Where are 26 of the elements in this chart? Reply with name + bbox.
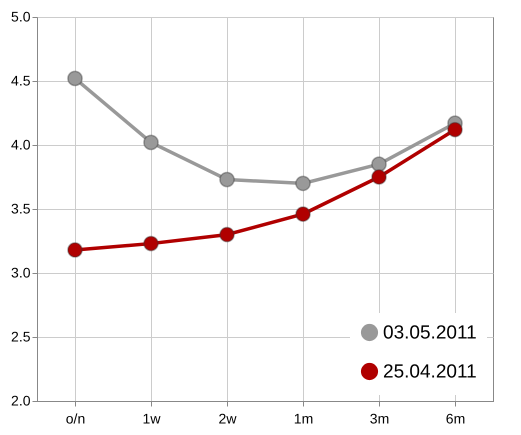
y-tick-label: 2.0	[11, 392, 31, 408]
y-tick-label: 3.5	[11, 200, 31, 216]
point	[143, 134, 159, 150]
point	[219, 172, 235, 188]
x-tick-label: 2w	[218, 410, 238, 426]
point	[67, 70, 83, 86]
y-tick-label: 2.5	[11, 328, 31, 344]
legend-label: 03.05.2011	[383, 322, 477, 344]
x-tick-label: 6m	[446, 410, 466, 426]
point	[219, 226, 235, 242]
point	[143, 236, 159, 252]
legend-label: 25.04.2011	[383, 362, 477, 382]
point	[447, 122, 463, 138]
y-tick-label: 4.0	[11, 136, 31, 152]
x-tick-label: o/n	[66, 410, 86, 426]
point	[295, 176, 311, 192]
point	[371, 156, 387, 172]
point	[371, 169, 387, 185]
y-tick-label: 4.5	[11, 72, 31, 88]
y-tick-label: 5.0	[11, 8, 31, 24]
y-tick-label: 3.0	[11, 264, 31, 280]
x-tick-label: 3m	[370, 410, 390, 426]
x-tick-label: 1w	[142, 410, 162, 426]
point	[295, 206, 311, 222]
point	[67, 242, 83, 258]
x-tick-label: 1m	[294, 410, 314, 426]
